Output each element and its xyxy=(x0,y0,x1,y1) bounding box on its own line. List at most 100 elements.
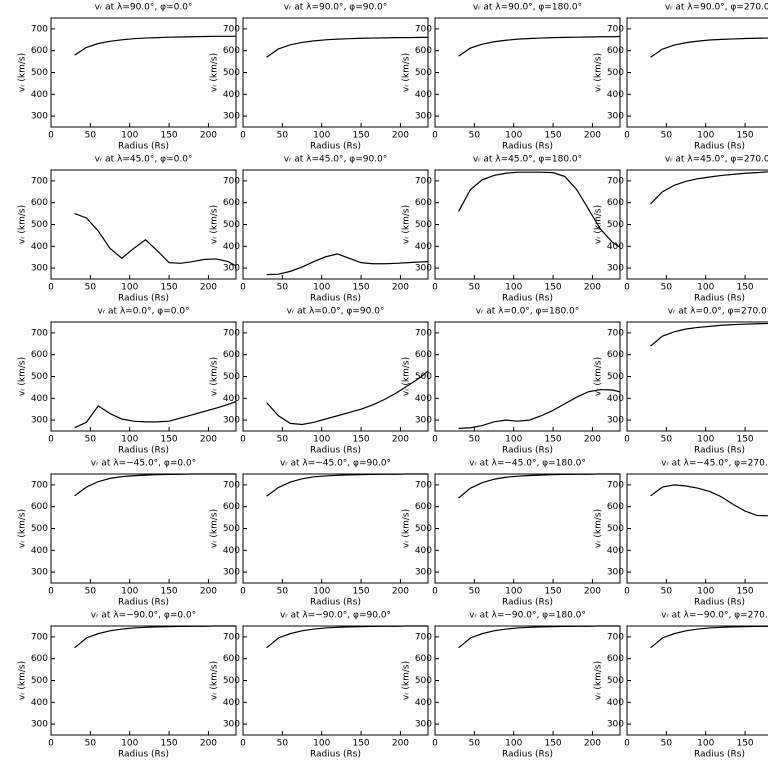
x-tick-label: 200 xyxy=(584,739,601,749)
y-axis-label: vᵣ (km/s) xyxy=(594,53,604,92)
data-line xyxy=(74,401,237,429)
y-tick-label: 400 xyxy=(223,698,240,708)
x-tick-label: 100 xyxy=(121,587,138,597)
x-axis-label: Radius (Rs) xyxy=(310,142,361,152)
y-tick-label: 600 xyxy=(223,198,240,208)
panel-title: vᵣ at λ=90.0°, φ=0.0° xyxy=(95,3,193,13)
x-tick-label: 150 xyxy=(736,283,753,293)
x-tick-label: 0 xyxy=(48,739,54,749)
x-tick-label: 50 xyxy=(85,435,97,445)
panel-title: vᵣ at λ=0.0°, φ=180.0° xyxy=(476,307,580,317)
data-line xyxy=(74,473,236,497)
x-tick-label: 100 xyxy=(313,131,330,141)
y-tick-label: 700 xyxy=(607,328,624,338)
x-tick-label: 100 xyxy=(697,435,714,445)
y-tick-label: 700 xyxy=(31,176,48,186)
data-line xyxy=(458,625,620,649)
x-tick-label: 200 xyxy=(200,587,217,597)
x-tick-label: 100 xyxy=(505,587,522,597)
x-tick-label: 50 xyxy=(661,587,673,597)
panel: vᵣ at λ=−90.0°, φ=0.0° 0 50 100 150 200 300 400… xyxy=(18,611,237,760)
panel-title: vᵣ at λ=0.0°, φ=0.0° xyxy=(97,307,189,317)
y-axis-label: vᵣ (km/s) xyxy=(594,205,604,244)
x-tick-label: 50 xyxy=(469,587,481,597)
y-tick-label: 300 xyxy=(31,568,48,578)
x-tick-label: 100 xyxy=(121,283,138,293)
panel-title: vᵣ at λ=45.0°, φ=90.0° xyxy=(284,155,388,165)
data-line xyxy=(74,35,236,56)
x-tick-label: 0 xyxy=(48,587,54,597)
x-tick-label: 200 xyxy=(584,587,601,597)
x-tick-label: 100 xyxy=(313,587,330,597)
panel-title: vᵣ at λ=−90.0°, φ=90.0° xyxy=(280,611,391,621)
panel: vᵣ at λ=45.0°, φ=270.0°05010015020030040… xyxy=(594,155,768,304)
y-axis-label: vᵣ (km/s) xyxy=(210,53,220,92)
x-tick-label: 200 xyxy=(392,131,409,141)
y-axis-label: vᵣ (km/s) xyxy=(402,205,412,244)
x-tick-label: 0 xyxy=(240,131,246,141)
x-tick-label: 150 xyxy=(544,739,561,749)
y-tick-label: 400 xyxy=(607,546,624,556)
x-tick-label: 0 xyxy=(48,435,54,445)
y-tick-label: 400 xyxy=(415,546,432,556)
y-tick-label: 700 xyxy=(223,24,240,34)
x-tick-label: 150 xyxy=(544,131,561,141)
x-tick-label: 100 xyxy=(121,131,138,141)
panel: vᵣ at λ=−90.0°, φ=90.0° 0 50 100 150 200 300 40… xyxy=(210,611,429,760)
y-tick-label: 300 xyxy=(415,416,432,426)
y-tick-label: 700 xyxy=(223,480,240,490)
y-tick-label: 600 xyxy=(607,654,624,664)
x-tick-label: 150 xyxy=(352,283,369,293)
y-tick-label: 300 xyxy=(223,720,240,730)
y-axis-label: vᵣ (km/s) xyxy=(594,357,604,396)
x-tick-label: 150 xyxy=(544,435,561,445)
panel-title: vᵣ at λ=−90.0°, φ=270.0° xyxy=(661,611,768,621)
x-tick-label: 150 xyxy=(352,435,369,445)
x-axis-label: Radius (Rs) xyxy=(118,750,169,760)
y-tick-label: 400 xyxy=(31,242,48,252)
y-tick-label: 300 xyxy=(415,568,432,578)
x-tick-label: 200 xyxy=(392,739,409,749)
y-tick-label: 300 xyxy=(415,112,432,122)
y-tick-label: 500 xyxy=(223,220,240,230)
x-tick-label: 50 xyxy=(469,283,481,293)
y-tick-label: 500 xyxy=(607,68,624,78)
y-tick-label: 400 xyxy=(607,394,624,404)
y-tick-label: 400 xyxy=(31,90,48,100)
x-tick-label: 200 xyxy=(584,131,601,141)
x-tick-label: 100 xyxy=(505,283,522,293)
y-tick-label: 500 xyxy=(223,524,240,534)
y-axis-label: vᵣ (km/s) xyxy=(18,509,28,548)
y-tick-label: 600 xyxy=(31,350,48,360)
y-tick-label: 400 xyxy=(223,90,240,100)
y-tick-label: 600 xyxy=(607,46,624,56)
y-tick-label: 500 xyxy=(607,524,624,534)
x-axis-label: Radius (Rs) xyxy=(502,750,553,760)
y-tick-label: 300 xyxy=(223,112,240,122)
panel: vᵣ at λ=0.0°, φ=270.0°050100150200300400… xyxy=(594,307,768,456)
y-tick-label: 700 xyxy=(223,328,240,338)
x-tick-label: 200 xyxy=(392,587,409,597)
panel: vᵣ at λ=90.0°, φ=0.0° 0 50 100 150 200 300 400 5… xyxy=(18,3,237,152)
x-tick-label: 50 xyxy=(277,131,289,141)
y-tick-label: 500 xyxy=(223,676,240,686)
x-tick-label: 0 xyxy=(240,283,246,293)
y-tick-label: 300 xyxy=(607,416,624,426)
x-tick-label: 100 xyxy=(121,435,138,445)
panel-title: vᵣ at λ=45.0°, φ=180.0° xyxy=(473,155,582,165)
panel-title: vᵣ at λ=−45.0°, φ=180.0° xyxy=(469,459,586,469)
y-tick-label: 300 xyxy=(31,416,48,426)
y-tick-label: 700 xyxy=(607,24,624,34)
x-tick-label: 150 xyxy=(160,283,177,293)
y-tick-label: 600 xyxy=(31,502,48,512)
plot-frame xyxy=(50,473,237,584)
y-tick-label: 600 xyxy=(415,654,432,664)
y-tick-label: 300 xyxy=(31,264,48,274)
panel-title: vᵣ at λ=−45.0°, φ=0.0° xyxy=(91,459,196,469)
x-tick-label: 50 xyxy=(469,131,481,141)
x-tick-label: 100 xyxy=(505,131,522,141)
data-line xyxy=(458,388,621,429)
x-tick-label: 150 xyxy=(544,587,561,597)
x-axis-label: Radius (Rs) xyxy=(118,446,169,456)
y-tick-label: 500 xyxy=(31,524,48,534)
